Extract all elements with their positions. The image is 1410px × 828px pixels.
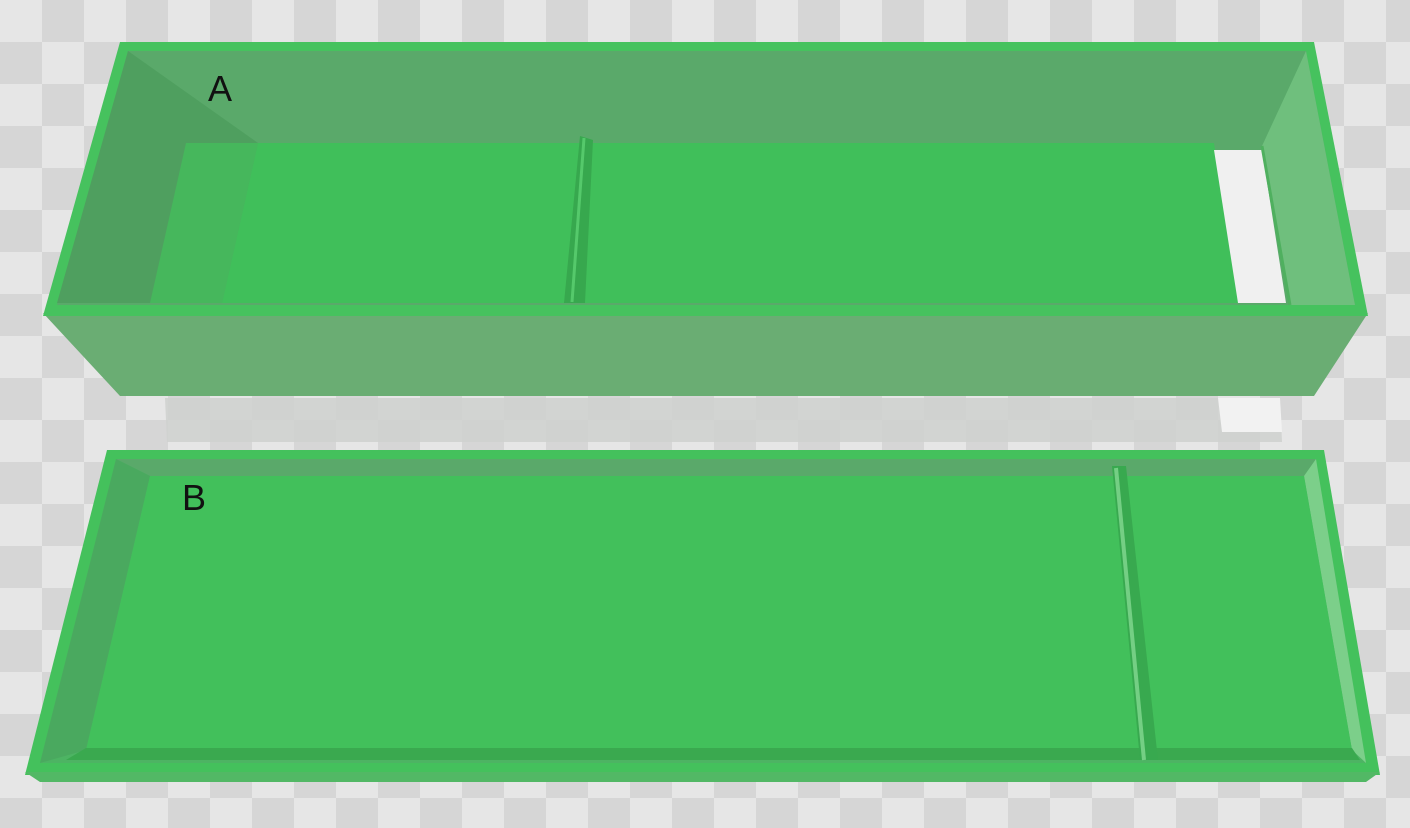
part-a-label: A bbox=[208, 68, 232, 109]
part-a-divider-highlight bbox=[570, 137, 586, 303]
part-b-left-wall bbox=[40, 459, 150, 763]
part-a-box[interactable]: A bbox=[43, 42, 1368, 442]
part-b-back-wall bbox=[116, 459, 1316, 476]
part-a-floor bbox=[222, 143, 1240, 303]
part-a-cutout-shadow bbox=[1218, 398, 1282, 432]
part-b-right-wall bbox=[1304, 459, 1366, 763]
part-a-shadow bbox=[165, 398, 1282, 442]
part-b-lip bbox=[25, 772, 1380, 782]
part-a-right-wall bbox=[1262, 51, 1355, 305]
part-b-floor-edge bbox=[66, 748, 1360, 760]
part-b-label: B bbox=[182, 477, 206, 518]
part-b-lid[interactable]: B bbox=[25, 450, 1380, 782]
part-a-back-wall bbox=[128, 51, 1306, 146]
part-b-floor bbox=[86, 476, 1352, 750]
part-a-front-face bbox=[43, 313, 1368, 396]
part-a-right-edge bbox=[1260, 145, 1292, 306]
part-b-divider-highlight bbox=[1114, 467, 1146, 761]
